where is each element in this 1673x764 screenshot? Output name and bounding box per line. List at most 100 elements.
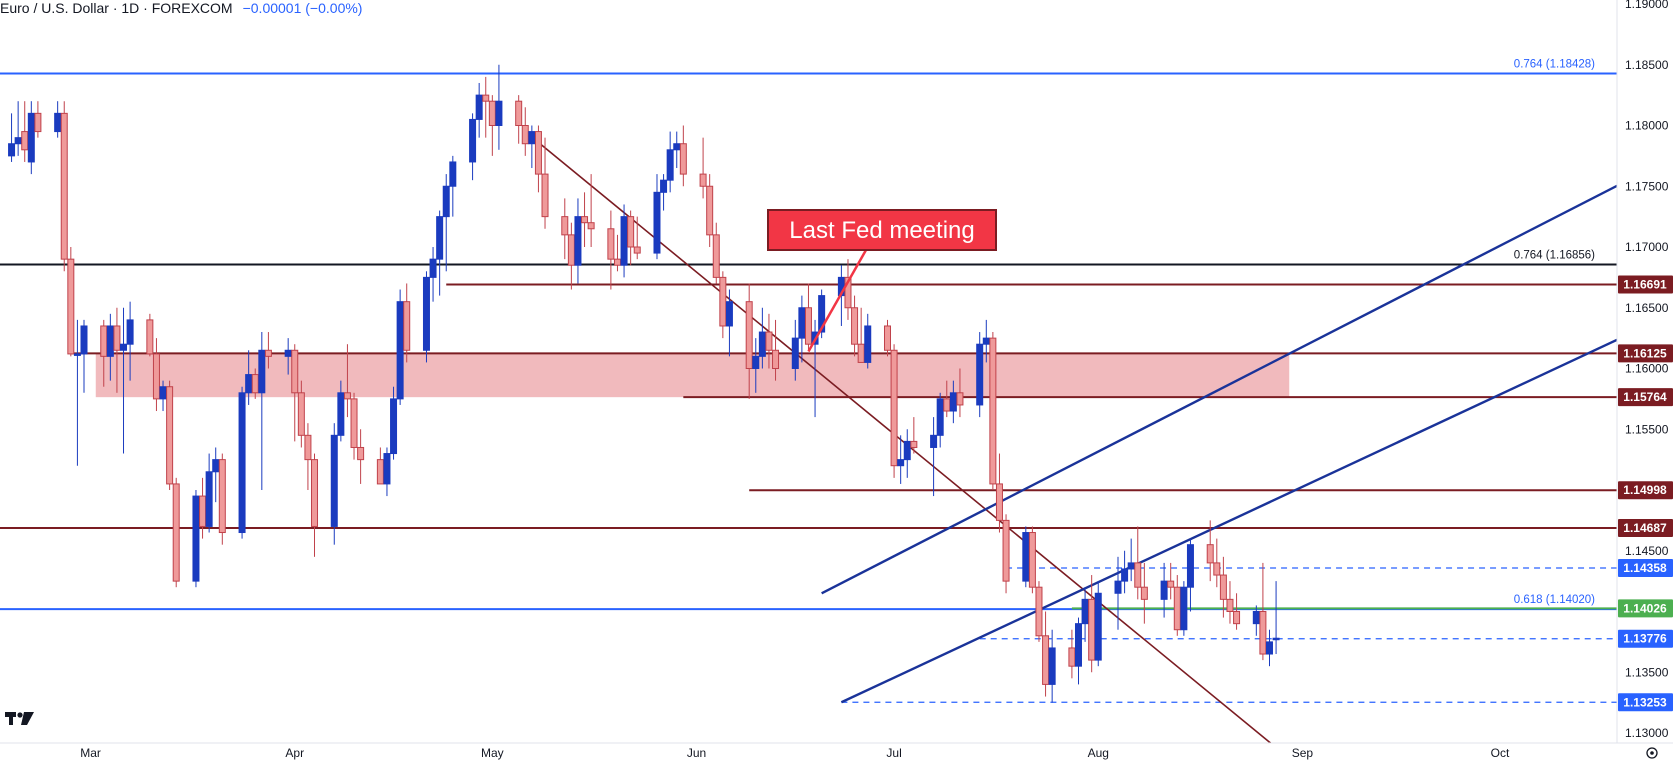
candle-body-42 xyxy=(350,398,358,448)
fib-label-0: 0.764 (1.18428) xyxy=(1514,58,1595,70)
y-tick-label-0: 1.13000 xyxy=(1625,726,1669,740)
candle-body-137 xyxy=(1226,598,1234,612)
candle-body-75 xyxy=(660,179,668,193)
tradingview-logo-icon[interactable] xyxy=(5,712,34,725)
candle-body-48 xyxy=(403,301,411,351)
candle-body-53 xyxy=(449,161,457,187)
candle-body-14 xyxy=(100,325,108,357)
price-tag-3: 1.14998 xyxy=(1623,483,1667,497)
candle-body-116 xyxy=(1035,586,1043,637)
price-tag-bg-1 xyxy=(1618,344,1673,363)
candle-body-27 xyxy=(212,459,220,473)
candle-body-121 xyxy=(1081,598,1089,625)
fib-label-1: 0.764 (1.16856) xyxy=(1514,249,1595,261)
candle-body-106 xyxy=(943,398,951,412)
x-tick-label-2: May xyxy=(481,746,504,760)
candle-body-135 xyxy=(1213,562,1221,576)
candle-body-87 xyxy=(765,331,773,351)
candle-body-43 xyxy=(357,446,365,461)
candle-body-95 xyxy=(844,276,852,309)
candle-body-15 xyxy=(106,325,114,357)
candle-body-98 xyxy=(864,325,872,363)
candle-body-134 xyxy=(1206,544,1214,564)
candle-body-78 xyxy=(679,143,687,175)
candle-body-57 xyxy=(488,100,496,126)
candle-body-76 xyxy=(666,149,674,181)
candle-body-138 xyxy=(1233,611,1241,625)
candle-body-114 xyxy=(1022,532,1030,582)
price-tag-bg-2 xyxy=(1618,388,1673,407)
price-change: −0.00001 (−0.00%) xyxy=(242,0,363,16)
candle-body-10 xyxy=(60,112,68,260)
y-tick-label-7: 1.16500 xyxy=(1625,301,1669,315)
candle-body-13 xyxy=(80,325,88,355)
trendline-2 xyxy=(840,338,1617,704)
candle-body-7 xyxy=(27,112,35,163)
candle-body-70 xyxy=(613,258,621,266)
x-tick-label-1: Apr xyxy=(285,746,304,760)
candle-body-52 xyxy=(442,185,450,218)
candle-body-105 xyxy=(936,398,944,436)
candle-body-79 xyxy=(699,173,707,187)
candle-body-58 xyxy=(495,100,503,126)
candle-body-36 xyxy=(297,392,305,436)
time-axis[interactable]: Mar Apr May Jun Jul Aug Sep Oct xyxy=(0,742,1673,764)
candle-body-26 xyxy=(205,471,213,527)
candle-body-93 xyxy=(818,295,826,333)
candle-body-82 xyxy=(719,276,727,327)
candle-body-136 xyxy=(1219,574,1227,600)
candle-body-140 xyxy=(1259,611,1267,655)
fib-labels: 0.764 (1.18428) 0.764 (1.16856) 0.618 (1.1… xyxy=(1514,58,1595,606)
candle-body-66 xyxy=(574,216,582,266)
candle-body-132 xyxy=(1180,586,1188,631)
candle-body-51 xyxy=(436,216,444,260)
candle-body-115 xyxy=(1028,532,1036,588)
candle-body-125 xyxy=(1121,568,1129,582)
price-tag-bg-3 xyxy=(1618,481,1673,500)
candle-body-45 xyxy=(383,453,391,485)
price-tag-4: 1.14687 xyxy=(1623,521,1667,535)
candle-body-12 xyxy=(73,353,81,356)
candle-body-29 xyxy=(238,392,246,534)
candle-body-21 xyxy=(159,386,167,400)
price-tag-2: 1.15764 xyxy=(1623,390,1667,404)
candle-body-113 xyxy=(1002,519,1010,582)
candle-body-97 xyxy=(857,343,865,363)
price-tag-bg-8 xyxy=(1618,693,1673,712)
x-tick-label-5: Aug xyxy=(1088,746,1109,760)
price-axis[interactable]: 1.130001.135001.140001.145001.150001.155… xyxy=(1616,0,1673,764)
candle-body-85 xyxy=(752,355,760,370)
x-tick-label-0: Mar xyxy=(80,746,101,760)
candle-body-64 xyxy=(561,216,569,236)
candle-body-108 xyxy=(956,392,964,406)
candle-body-49 xyxy=(422,276,430,351)
y-tick-label-5: 1.15500 xyxy=(1625,422,1669,436)
callout-box xyxy=(767,209,997,251)
logo-stem xyxy=(9,712,13,725)
resistance-zone-group xyxy=(95,353,1290,398)
price-tag-bg-6 xyxy=(1618,599,1673,618)
y-tick-label-3: 1.14500 xyxy=(1625,544,1669,558)
candle-body-99 xyxy=(883,325,891,351)
candle-body-62 xyxy=(534,131,542,175)
x-tick-label-4: Jul xyxy=(886,746,901,760)
candle-body-130 xyxy=(1167,580,1175,588)
price-tag-7: 1.13776 xyxy=(1623,632,1667,646)
symbol-title[interactable]: Euro / U.S. Dollar · 1D · FOREXCOM xyxy=(0,0,233,16)
candle-body-141 xyxy=(1265,641,1273,655)
candle-body-18 xyxy=(126,319,134,345)
resistance-zone xyxy=(95,353,1290,398)
candle-body-20 xyxy=(152,353,160,400)
candle-body-35 xyxy=(291,349,299,394)
candle-body-16 xyxy=(113,325,121,351)
candle-body-84 xyxy=(745,301,753,369)
candle-body-44 xyxy=(376,459,384,485)
candle-body-17 xyxy=(120,343,128,351)
time-axis-bg xyxy=(0,743,1673,764)
candle-body-112 xyxy=(995,483,1003,521)
candle-body-46 xyxy=(390,398,398,455)
candle-body-103 xyxy=(910,440,918,448)
candle-body-59 xyxy=(515,100,523,126)
gear-icon[interactable] xyxy=(1646,747,1658,759)
